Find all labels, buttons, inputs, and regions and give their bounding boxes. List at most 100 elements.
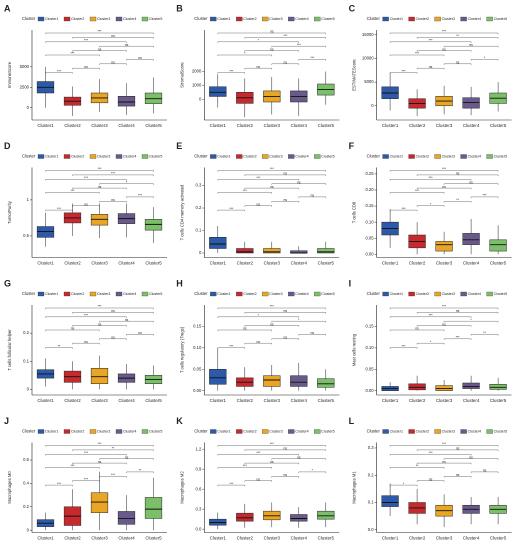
significance-bracket: [470, 471, 499, 474]
panel: J Cluster Cluster1 Cluster2 Cluster3 Cluster4…: [4, 416, 167, 541]
legend-swatch: [460, 154, 467, 159]
significance-label: ***: [256, 176, 261, 180]
legend-swatch: [37, 154, 45, 159]
x-tick-label: Cluster5: [318, 261, 335, 266]
panel-label: D: [4, 141, 11, 151]
y-tick-label: 0.6: [195, 486, 201, 491]
legend-swatch: [434, 16, 441, 22]
significance-label: ***: [98, 167, 103, 171]
significance-label: ***: [229, 344, 234, 348]
legend-label: Cluster1: [390, 430, 403, 434]
significance-bracket: [45, 192, 100, 194]
significance-bracket: [45, 454, 127, 456]
significance-bracket: [271, 458, 326, 460]
significance-label: ***: [57, 69, 62, 73]
significance-label: ***: [270, 167, 275, 171]
significance-label: ns: [270, 322, 274, 326]
x-tick-label: Cluster1: [382, 398, 399, 403]
significance-label: ***: [442, 442, 447, 446]
panel: D Cluster Cluster1 Cluster2 Cluster3 Cluster4…: [4, 141, 167, 266]
legend-swatch: [262, 429, 269, 434]
x-tick-label: Cluster2: [237, 398, 254, 403]
legend-swatch: [141, 429, 149, 434]
significance-bracket: [99, 321, 154, 323]
y-tick-label: 1000: [192, 82, 202, 87]
legend-label: Cluster5: [321, 155, 334, 159]
legend-label: Cluster2: [416, 292, 429, 296]
significance-bracket: [217, 32, 326, 35]
legend-swatch: [288, 429, 295, 434]
legend-label: Cluster2: [416, 17, 429, 21]
legend-swatch: [460, 291, 467, 297]
significance-label: ns: [442, 185, 446, 189]
panel-label: H: [176, 278, 183, 288]
panel-label: B: [176, 3, 183, 13]
significance-label: ***: [429, 451, 434, 455]
significance-bracket: [217, 307, 326, 310]
x-tick-label: Cluster1: [37, 261, 54, 266]
x-tick-label: Cluster2: [409, 261, 426, 266]
legend-swatch: [37, 429, 45, 434]
significance-bracket: [45, 484, 73, 487]
x-tick-label: Cluster3: [91, 123, 108, 128]
significance-bracket: [244, 174, 326, 177]
significance-bracket: [443, 476, 472, 478]
y-tick-label: 0.00: [365, 388, 374, 393]
box: [290, 514, 308, 522]
significance-bracket: [389, 307, 499, 310]
significance-bracket: [99, 63, 127, 65]
legend-label: Cluster3: [442, 155, 455, 159]
significance-bracket: [416, 325, 472, 327]
significance-bracket: [416, 37, 499, 39]
significance-bracket: [45, 316, 127, 318]
box: [381, 495, 399, 507]
legend-title: Cluster: [367, 429, 381, 434]
legend-label: Cluster5: [149, 430, 162, 434]
significance-label: ns: [442, 460, 446, 464]
x-tick-label: Cluster2: [409, 123, 426, 128]
significance-label: ns: [469, 455, 473, 459]
significance-label: ***: [243, 464, 248, 468]
panel-label: K: [176, 416, 183, 426]
legend-swatch: [141, 16, 149, 22]
panel: A Cluster Cluster1 Cluster2 Cluster3 Cluster4…: [4, 3, 167, 128]
x-tick-label: Cluster2: [237, 536, 254, 541]
significance-label: ns: [429, 477, 433, 481]
significance-label: ns: [284, 60, 288, 64]
significance-label: ***: [84, 477, 89, 481]
significance-bracket: [217, 192, 272, 194]
significance-label: ***: [71, 52, 76, 56]
significance-label: ***: [229, 482, 234, 486]
box: [462, 97, 480, 109]
y-tick-label: 1: [27, 197, 30, 202]
legend-label: Cluster1: [390, 17, 403, 21]
box: [290, 375, 308, 387]
significance-label: ***: [442, 305, 447, 309]
significance-bracket: [99, 476, 127, 478]
significance-bracket: [416, 480, 445, 482]
y-tick-label: 0.00: [365, 251, 374, 256]
significance-bracket: [244, 312, 326, 314]
significance-bracket: [271, 338, 299, 340]
significance-label: *: [126, 180, 128, 184]
significance-label: ***: [415, 189, 420, 193]
legend-swatch: [314, 291, 321, 297]
legend-title: Cluster: [367, 16, 381, 21]
box: [144, 497, 163, 519]
x-tick-label: Cluster4: [463, 123, 480, 128]
significance-label: ns: [284, 172, 288, 176]
box: [489, 239, 507, 252]
significance-bracket: [72, 312, 154, 314]
legend-label: Cluster1: [390, 292, 403, 296]
significance-label: ns: [84, 65, 88, 69]
legend-label: Cluster5: [149, 155, 162, 159]
panel-label: L: [349, 416, 355, 426]
legend-label: Cluster2: [71, 292, 84, 296]
box: [317, 248, 335, 254]
significance-bracket: [389, 179, 472, 181]
x-tick-label: Cluster1: [210, 398, 227, 403]
legend-label: Cluster2: [416, 430, 429, 434]
significance-label: ***: [57, 482, 62, 486]
significance-label: ns: [456, 447, 460, 451]
